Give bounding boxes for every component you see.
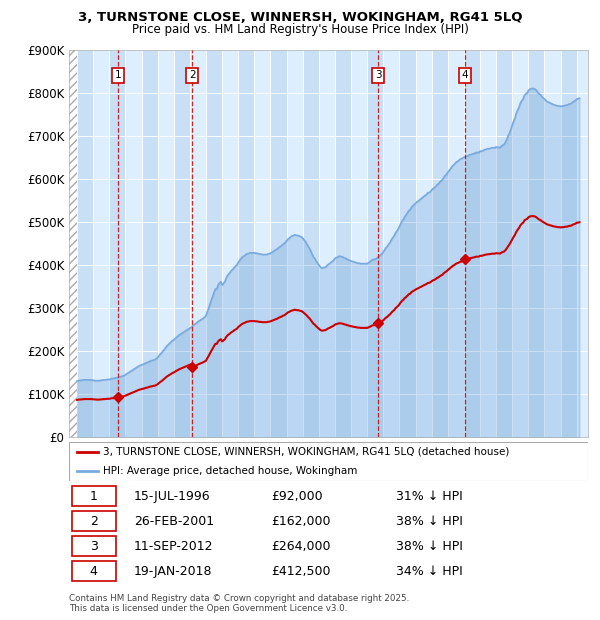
Text: £162,000: £162,000 xyxy=(271,515,331,528)
Text: 31% ↓ HPI: 31% ↓ HPI xyxy=(396,490,463,503)
Text: 38% ↓ HPI: 38% ↓ HPI xyxy=(396,540,463,553)
Text: 2: 2 xyxy=(90,515,98,528)
Bar xyxy=(560,50,577,437)
Text: 1: 1 xyxy=(90,490,98,503)
Text: £412,500: £412,500 xyxy=(271,565,331,578)
Text: 3: 3 xyxy=(90,540,98,553)
Bar xyxy=(367,50,383,437)
Text: £264,000: £264,000 xyxy=(271,540,331,553)
Text: 26-FEB-2001: 26-FEB-2001 xyxy=(134,515,214,528)
Bar xyxy=(77,50,93,437)
Text: 4: 4 xyxy=(90,565,98,578)
Bar xyxy=(69,50,77,437)
Text: 15-JUL-1996: 15-JUL-1996 xyxy=(134,490,211,503)
Text: 2: 2 xyxy=(189,71,196,81)
Text: £92,000: £92,000 xyxy=(271,490,323,503)
Text: 3, TURNSTONE CLOSE, WINNERSH, WOKINGHAM, RG41 5LQ (detached house): 3, TURNSTONE CLOSE, WINNERSH, WOKINGHAM,… xyxy=(103,446,509,457)
Bar xyxy=(335,50,351,437)
Bar xyxy=(400,50,416,437)
Text: HPI: Average price, detached house, Wokingham: HPI: Average price, detached house, Woki… xyxy=(103,466,357,476)
Text: 4: 4 xyxy=(461,71,468,81)
FancyBboxPatch shape xyxy=(71,561,116,582)
Text: 3, TURNSTONE CLOSE, WINNERSH, WOKINGHAM, RG41 5LQ: 3, TURNSTONE CLOSE, WINNERSH, WOKINGHAM,… xyxy=(78,11,522,24)
Text: Contains HM Land Registry data © Crown copyright and database right 2025.
This d: Contains HM Land Registry data © Crown c… xyxy=(69,594,409,613)
Bar xyxy=(496,50,512,437)
Bar xyxy=(238,50,254,437)
Bar xyxy=(303,50,319,437)
Bar xyxy=(529,50,544,437)
Text: 1: 1 xyxy=(115,71,121,81)
FancyBboxPatch shape xyxy=(71,511,116,531)
Bar xyxy=(142,50,158,437)
FancyBboxPatch shape xyxy=(71,486,116,507)
Text: Price paid vs. HM Land Registry's House Price Index (HPI): Price paid vs. HM Land Registry's House … xyxy=(131,24,469,36)
Text: 38% ↓ HPI: 38% ↓ HPI xyxy=(396,515,463,528)
Bar xyxy=(109,50,125,437)
Bar xyxy=(174,50,190,437)
Bar xyxy=(271,50,287,437)
Text: 19-JAN-2018: 19-JAN-2018 xyxy=(134,565,212,578)
Bar xyxy=(206,50,222,437)
Text: 11-SEP-2012: 11-SEP-2012 xyxy=(134,540,214,553)
Text: 34% ↓ HPI: 34% ↓ HPI xyxy=(396,565,463,578)
FancyBboxPatch shape xyxy=(71,536,116,556)
Bar xyxy=(431,50,448,437)
Text: 3: 3 xyxy=(375,71,382,81)
Bar xyxy=(464,50,480,437)
